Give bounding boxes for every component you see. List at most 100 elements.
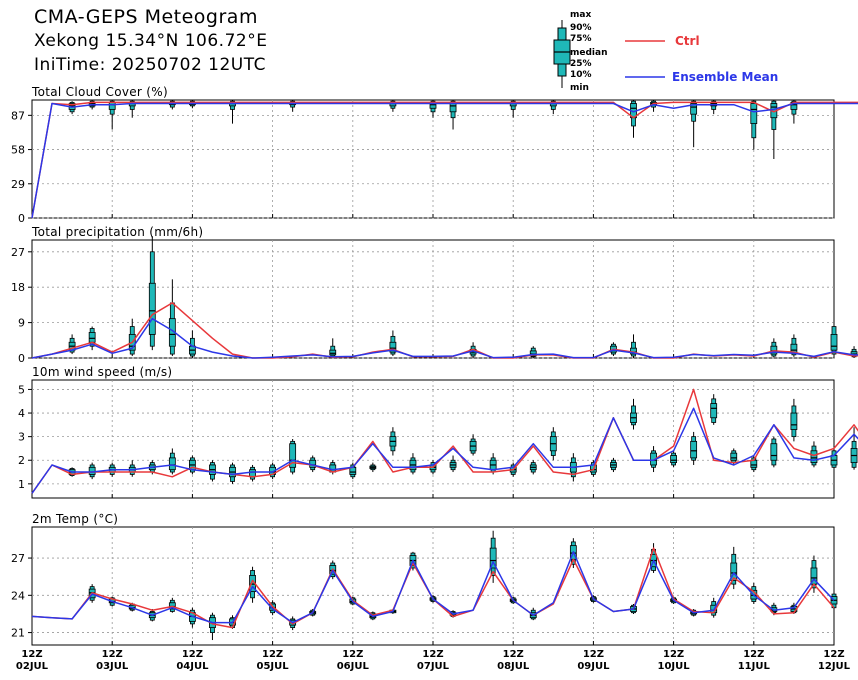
box-inner <box>108 101 116 110</box>
box-glyph <box>770 338 778 358</box>
y-tick-label: 58 <box>11 144 25 157</box>
x-tick-date-label: 02JUL <box>16 661 49 672</box>
box-inner <box>770 345 778 355</box>
box-glyph <box>790 398 798 442</box>
y-tick-label: 29 <box>11 178 25 191</box>
box-glyph <box>610 457 617 473</box>
box-glyph <box>329 338 337 358</box>
box-glyph <box>269 462 277 480</box>
box-inner <box>329 349 337 356</box>
panel-0: Total Cloud Cover (%) 0 29 58 87 <box>11 85 858 225</box>
legend-box-label: median <box>570 48 608 58</box>
box-glyph <box>710 394 718 425</box>
box-glyph <box>389 330 397 357</box>
x-tick-date-label: 06JUL <box>337 661 370 672</box>
x-tick-date-label: 03JUL <box>96 661 129 672</box>
box-glyph <box>88 462 96 480</box>
legend-box-label: min <box>570 83 589 93</box>
y-tick-label: 1 <box>18 478 25 491</box>
x-tick-hour-label: 12Z <box>102 649 123 660</box>
x-tick-date-label: 08JUL <box>497 661 530 672</box>
box-glyph <box>690 100 698 148</box>
box-glyph <box>449 100 457 130</box>
x-tick-date-label: 10JUL <box>658 661 691 672</box>
legend-box-label: 90% <box>570 23 592 33</box>
box-inner <box>730 562 738 581</box>
box-inner <box>88 332 96 343</box>
legend-series: Ctrl Ensemble Mean <box>625 34 778 84</box>
ensemble-mean-line <box>31 551 835 624</box>
y-tick-label: 27 <box>11 246 25 259</box>
location-label: Xekong 15.34°N 106.72°E <box>34 31 268 51</box>
box-glyph <box>168 279 176 357</box>
box-inner <box>710 403 718 419</box>
panel-title: 10m wind speed (m/s) <box>32 365 172 379</box>
box-glyph <box>168 100 176 110</box>
legend-box-glyph <box>553 20 571 88</box>
y-tick-label: 2 <box>18 454 25 467</box>
panel-title: 2m Temp (°C) <box>32 512 118 526</box>
box-inner <box>790 412 798 430</box>
x-tick-hour-label: 12Z <box>342 649 363 660</box>
y-tick-label: 4 <box>18 407 25 420</box>
ctrl-line <box>31 302 858 359</box>
y-tick-label: 87 <box>11 109 25 122</box>
box-glyph <box>168 597 176 613</box>
legend-box-label: 25% <box>570 59 592 69</box>
y-tick-label: 0 <box>18 352 25 365</box>
panel-title: Total Cloud Cover (%) <box>31 85 168 99</box>
box-inner <box>730 452 738 461</box>
box-glyph <box>249 464 256 482</box>
box-inner <box>289 443 297 468</box>
y-tick-label: 24 <box>11 589 25 602</box>
box-inner <box>830 333 838 351</box>
y-tick-label: 21 <box>11 627 25 640</box>
box-glyph <box>168 448 176 475</box>
ctrl-line <box>31 101 858 219</box>
y-tick-label: 9 <box>18 317 25 330</box>
ctrl-line <box>31 388 858 494</box>
x-axis: 12Z02JUL12Z03JUL12Z04JUL12Z05JUL12Z06JUL… <box>16 649 851 672</box>
panel-2: 10m wind speed (m/s) 1 2 3 4 5 <box>18 365 858 499</box>
x-tick-date-label: 05JUL <box>257 661 290 672</box>
x-tick-hour-label: 12Z <box>422 649 443 660</box>
legend-label-mean: Ensemble Mean <box>672 70 778 84</box>
box-glyph <box>289 439 297 475</box>
box-glyph <box>630 334 637 358</box>
panel-title: Total precipitation (mm/6h) <box>31 225 203 239</box>
x-tick-hour-label: 12Z <box>262 649 283 660</box>
box-glyph <box>670 450 677 468</box>
legend-label-ctrl: Ctrl <box>675 34 700 48</box>
box-glyph <box>188 455 196 475</box>
y-tick-label: 3 <box>18 431 25 444</box>
x-tick-hour-label: 12Z <box>583 649 604 660</box>
x-tick-date-label: 04JUL <box>176 661 209 672</box>
box-glyph <box>449 455 457 473</box>
box-glyph <box>128 318 136 357</box>
box-inner <box>810 450 818 463</box>
box-glyph <box>750 100 758 150</box>
legend-box-label: max <box>570 10 591 20</box>
box-glyph <box>830 448 838 470</box>
box-glyph <box>830 322 838 357</box>
box-inner <box>148 282 156 335</box>
box-glyph <box>489 453 497 475</box>
box-inner <box>770 443 778 461</box>
y-tick-label: 18 <box>11 281 25 294</box>
panel-1: Total precipitation (mm/6h) 0 9 18 27 <box>11 225 858 365</box>
ensemble-mean-line <box>31 102 858 219</box>
x-tick-hour-label: 12Z <box>663 649 684 660</box>
x-tick-date-label: 09JUL <box>577 661 610 672</box>
box-glyph <box>389 427 397 456</box>
y-tick-label: 0 <box>18 212 25 225</box>
box-glyph <box>188 330 196 358</box>
ensemble-mean-line <box>31 407 858 494</box>
box-glyph <box>770 436 778 468</box>
box-glyph <box>128 460 136 477</box>
box-inner <box>249 469 256 478</box>
init-time-label: IniTime: 20250702 12UTC <box>34 55 267 75</box>
x-tick-hour-label: 12Z <box>182 649 203 660</box>
box-inner <box>750 103 758 125</box>
